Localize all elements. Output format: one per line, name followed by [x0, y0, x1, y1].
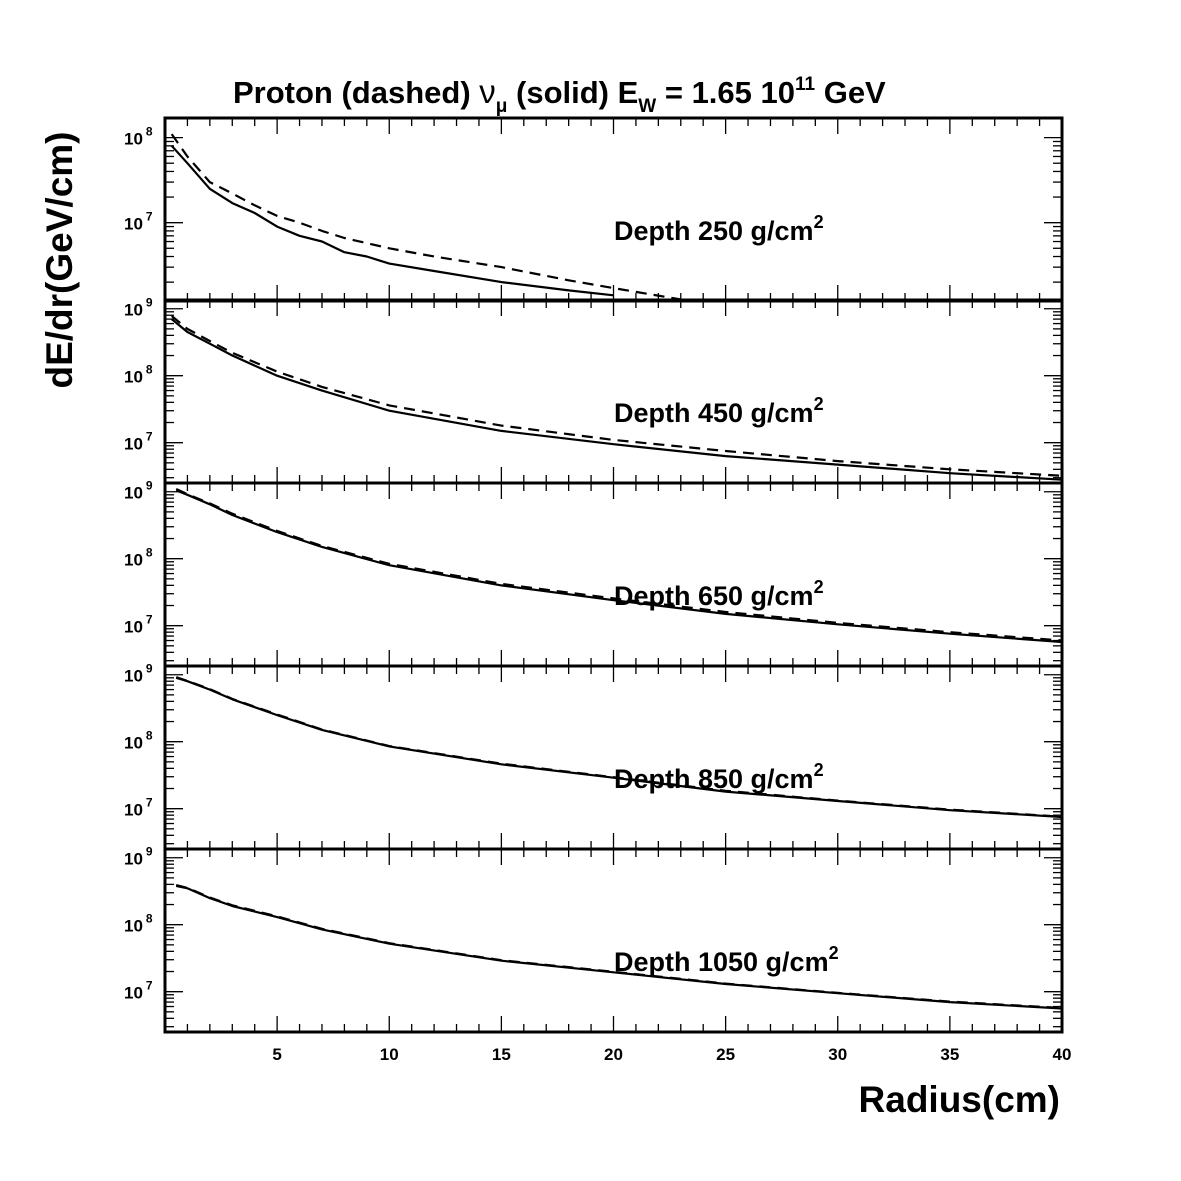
y-tick-label: 10 7	[124, 430, 153, 454]
y-tick-label: 10 8	[124, 729, 153, 753]
y-axis-title: dE/dr(GeV/cm)	[39, 132, 80, 389]
neutrino-solid-curve	[170, 145, 614, 297]
x-tick-label: 40	[1053, 1045, 1072, 1064]
y-tick-label: 10 9	[124, 479, 153, 503]
panel-depth-label: Depth 250 g/cm2	[614, 212, 824, 246]
panel-curves	[175, 488, 1062, 644]
x-tick-label: 25	[716, 1045, 735, 1064]
y-tick-label: 10 9	[124, 662, 153, 686]
x-tick-labels: 5 10 15 20 25 30 35 40	[272, 1045, 1071, 1064]
y-tick-label: 10 8	[124, 912, 153, 936]
panel-curves	[171, 315, 1062, 481]
x-tick-label: 15	[492, 1045, 511, 1064]
panel-depth-label: Depth 1050 g/cm2	[614, 943, 839, 977]
y-tick-label: 10 7	[124, 613, 153, 637]
y-tick-label: 10 8	[124, 546, 153, 570]
y-tick-label: 10 9	[124, 296, 153, 320]
x-tick-label: 35	[940, 1045, 959, 1064]
y-tick-label: 10 7	[124, 796, 153, 820]
x-axis-title: Radius(cm)	[859, 1079, 1060, 1120]
y-tick-label: 10 8	[124, 125, 153, 149]
chart-title: Proton (dashed) νμ (solid) EW = 1.65 101…	[233, 73, 886, 117]
neutrino-solid-curve	[171, 318, 1062, 481]
x-tick-label: 20	[604, 1045, 623, 1064]
y-tick-label: 10 7	[124, 210, 153, 234]
y-tick-label: 10 7	[124, 979, 153, 1003]
proton-dashed-curve	[175, 488, 1062, 642]
y-tick-label: 10 8	[124, 363, 153, 387]
x-tick-label: 5	[272, 1045, 281, 1064]
proton-dashed-curve	[175, 676, 1062, 818]
panel-curves	[170, 133, 681, 301]
x-tick-label: 30	[828, 1045, 847, 1064]
proton-dashed-curve	[171, 315, 1062, 477]
x-tick-label: 10	[380, 1045, 399, 1064]
y-tick-label: 10 9	[124, 845, 153, 869]
proton-dashed-curve	[175, 884, 1062, 1010]
panel-curves	[175, 884, 1062, 1010]
panel-depth-label: Depth 450 g/cm2	[614, 394, 824, 428]
panel-depth-label: Depth 850 g/cm2	[614, 760, 824, 794]
proton-dashed-curve	[170, 133, 681, 301]
panel-curves	[175, 676, 1062, 819]
panel-depth-label: Depth 650 g/cm2	[614, 577, 824, 611]
